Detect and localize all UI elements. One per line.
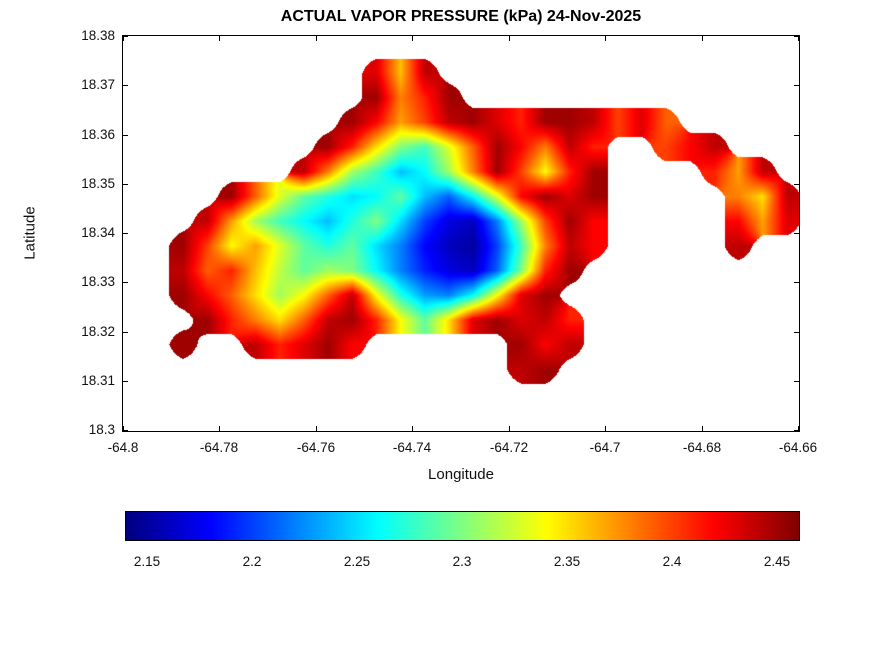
tick-mark xyxy=(123,85,128,86)
colorbar xyxy=(125,511,800,541)
tick-mark xyxy=(794,36,799,37)
colorbar-tick-label: 2.2 xyxy=(242,554,262,569)
colorbar-tick-label: 2.25 xyxy=(343,554,371,569)
tick-mark xyxy=(316,36,317,41)
x-tick-label: -64.68 xyxy=(682,440,722,455)
tick-mark xyxy=(794,233,799,234)
plot-area xyxy=(122,35,800,432)
y-tick-label: 18.3 xyxy=(88,422,115,437)
tick-mark xyxy=(798,36,799,41)
tick-mark xyxy=(509,36,510,41)
y-tick-label: 18.32 xyxy=(81,324,115,339)
tick-mark xyxy=(123,135,128,136)
tick-mark xyxy=(794,184,799,185)
tick-mark xyxy=(412,36,413,41)
colorbar-tick-label: 2.45 xyxy=(763,554,791,569)
tick-mark xyxy=(794,332,799,333)
x-tick-label: -64.74 xyxy=(392,440,432,455)
tick-mark xyxy=(794,135,799,136)
heatmap-canvas xyxy=(123,36,799,431)
tick-mark xyxy=(412,426,413,431)
colorbar-tick-label: 2.3 xyxy=(452,554,472,569)
chart-title: ACTUAL VAPOR PRESSURE (kPa) 24-Nov-2025 xyxy=(280,8,642,25)
tick-mark xyxy=(123,36,124,41)
tick-mark xyxy=(702,426,703,431)
tick-mark xyxy=(509,426,510,431)
tick-mark xyxy=(794,381,799,382)
colorbar-tick-label: 2.4 xyxy=(662,554,682,569)
tick-mark xyxy=(219,36,220,41)
x-tick-label: -64.72 xyxy=(489,440,529,455)
tick-mark xyxy=(123,233,128,234)
y-tick-label: 18.36 xyxy=(81,127,115,142)
tick-mark xyxy=(605,426,606,431)
y-tick-label: 18.31 xyxy=(81,373,115,388)
tick-mark xyxy=(123,184,128,185)
y-axis-label: Latitude xyxy=(21,206,39,260)
y-tick-label: 18.35 xyxy=(81,176,115,191)
x-tick-label: -64.8 xyxy=(107,440,139,455)
tick-mark xyxy=(123,36,128,37)
tick-mark xyxy=(605,36,606,41)
tick-mark xyxy=(316,426,317,431)
tick-mark xyxy=(123,381,128,382)
tick-mark xyxy=(123,332,128,333)
colorbar-tick-label: 2.35 xyxy=(553,554,581,569)
y-tick-label: 18.33 xyxy=(81,274,115,289)
tick-mark xyxy=(702,36,703,41)
tick-mark xyxy=(794,85,799,86)
x-axis-label: Longitude xyxy=(428,466,494,483)
y-tick-label: 18.38 xyxy=(81,28,115,43)
tick-mark xyxy=(794,282,799,283)
tick-mark xyxy=(794,430,799,431)
colorbar-tick-label: 2.15 xyxy=(133,554,161,569)
y-tick-label: 18.34 xyxy=(81,225,115,240)
x-tick-label: -64.7 xyxy=(589,440,621,455)
tick-mark xyxy=(123,426,124,431)
tick-mark xyxy=(123,430,128,431)
tick-mark xyxy=(798,426,799,431)
y-tick-label: 18.37 xyxy=(81,77,115,92)
tick-mark xyxy=(123,282,128,283)
x-tick-label: -64.78 xyxy=(199,440,239,455)
x-tick-label: -64.76 xyxy=(296,440,336,455)
x-tick-label: -64.66 xyxy=(778,440,818,455)
tick-mark xyxy=(219,426,220,431)
